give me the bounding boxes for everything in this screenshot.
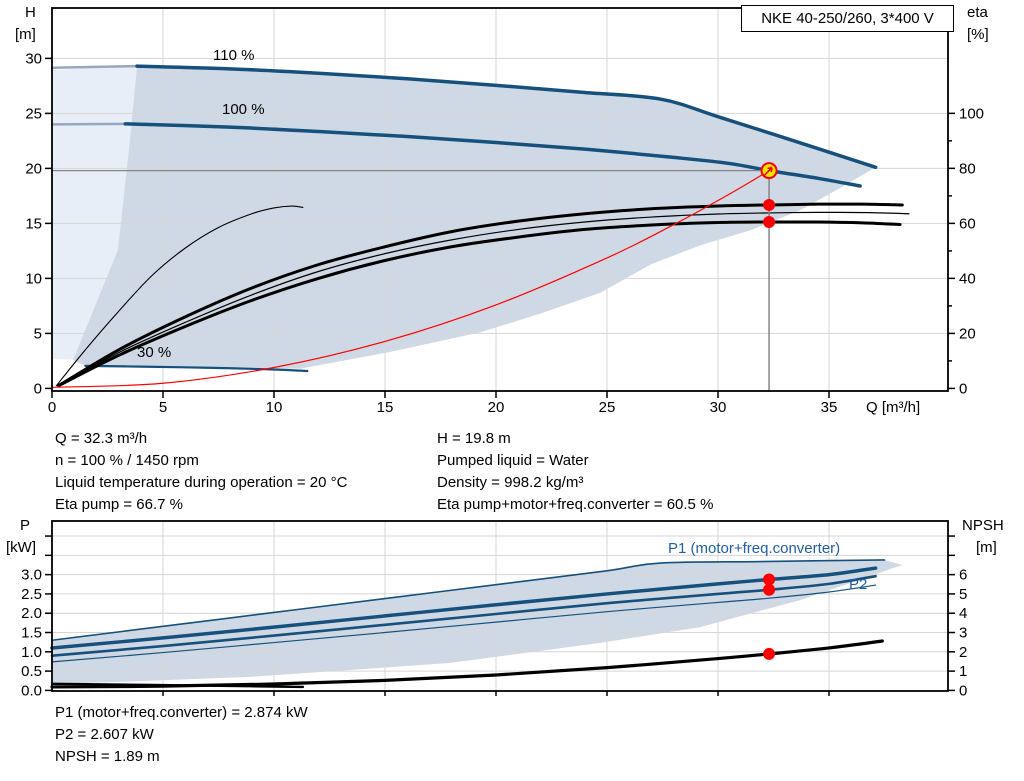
info-eta-pump: Eta pump = 66.7 % <box>55 496 183 513</box>
tick-label: 20 <box>488 399 505 416</box>
tick-label: 2 <box>959 644 967 661</box>
tick-label: 0 <box>959 380 967 397</box>
eta-total-curve <box>57 220 902 388</box>
tick-label: 100 <box>959 105 984 122</box>
info-p2: P2 = 2.607 kW <box>55 726 154 743</box>
p2-curve <box>50 574 877 657</box>
label-100pct: 100 % <box>222 101 265 118</box>
h-axis-title: H <box>25 4 36 21</box>
pump-title-box: NKE 40-250/260, 3*400 V <box>741 5 954 32</box>
tick-label: 0 <box>34 380 42 397</box>
tick-label: 1.5 <box>21 625 42 642</box>
label-30pct: 30 % <box>137 344 172 361</box>
info-p1: P1 (motor+freq.converter) = 2.874 kW <box>55 704 308 721</box>
tick-label: 3 <box>959 625 967 642</box>
info-top-right: H = 19.8 m Pumped liquid = Water Density =… <box>437 428 713 516</box>
p-thin-lower-curve <box>51 584 877 663</box>
tick-label: 35 <box>821 399 838 416</box>
tick-label: 6 <box>959 567 967 584</box>
p1-point <box>763 573 776 586</box>
info-eta-total: Eta pump+motor+freq.converter = 60.5 % <box>437 496 714 513</box>
h-axis-unit: [m] <box>15 26 36 43</box>
tick-label: 15 <box>377 399 394 416</box>
curve-110pct <box>135 64 878 170</box>
tick-label: 5 <box>159 399 167 416</box>
tick-label: 4 <box>959 605 967 622</box>
info-q: Q = 32.3 m³/h <box>55 430 148 447</box>
q-axis-title: Q [m³/h] <box>866 399 921 416</box>
info-h: H = 19.8 m <box>437 430 511 447</box>
eta-total-point <box>763 215 776 228</box>
tick-label: 40 <box>959 270 976 287</box>
tick-label: 2.5 <box>21 586 42 603</box>
tick-label: 80 <box>959 160 976 177</box>
tick-label: 20 <box>25 160 42 177</box>
plot-border <box>51 520 949 692</box>
tick-label: 0.5 <box>21 663 42 680</box>
tick-label: 1 <box>959 663 967 680</box>
pump-title: NKE 40-250/260, 3*400 V <box>761 10 934 27</box>
curve-110pct-lead <box>50 64 139 69</box>
npsh-point <box>763 647 776 660</box>
tick-label: 2.0 <box>21 605 42 622</box>
p-axis-unit: [kW] <box>6 539 36 556</box>
info-density: Density = 998.2 kg/m³ <box>437 474 584 491</box>
tick-label: 0 <box>959 682 967 699</box>
tick-label: 60 <box>959 215 976 232</box>
p1-curve <box>50 566 878 650</box>
npsh-axis-title: NPSH <box>962 517 1004 534</box>
envelope-light <box>52 66 138 360</box>
tick-label: 20 <box>959 325 976 342</box>
tick-label: 25 <box>25 105 42 122</box>
tick-label: 30 <box>25 50 42 67</box>
eta-axis-unit: [%] <box>967 26 989 43</box>
label-p2: P2 <box>849 576 868 593</box>
info-temp: Liquid temperature during operation = 20… <box>55 474 348 491</box>
info-liquid: Pumped liquid = Water <box>437 452 589 469</box>
operating-point-arrow-icon <box>763 166 773 177</box>
eta-axis-title: eta <box>967 4 988 21</box>
p-short-low-curve <box>50 682 305 689</box>
system-curve <box>51 169 770 388</box>
npsh-axis-unit: [m] <box>976 539 997 556</box>
eta-pump-curve <box>57 202 904 388</box>
plot-border <box>51 7 949 392</box>
p-axis-title: P <box>20 517 31 534</box>
power-envelope-top-line <box>51 559 886 642</box>
info-top-left: Q = 32.3 m³/h n = 100 % / 1450 rpm Liquid … <box>55 428 347 516</box>
info-n: n = 100 % / 1450 rpm <box>55 452 199 469</box>
info-npsh: NPSH = 1.89 m <box>55 748 160 765</box>
p2-point <box>763 583 776 596</box>
tick-label: 10 <box>266 399 283 416</box>
tick-label: 3.0 <box>21 567 42 584</box>
tick-label: 10 <box>25 270 42 287</box>
curve-100pct-lead <box>50 122 127 126</box>
eta-mid-thin-curve <box>58 211 910 387</box>
tick-label: 15 <box>25 215 42 232</box>
label-p1: P1 (motor+freq.converter) <box>668 540 841 557</box>
eta-thin-early-curve <box>55 205 304 387</box>
tick-label: 5 <box>34 325 42 342</box>
tick-label: 1.0 <box>21 644 42 661</box>
power-envelope <box>52 559 903 685</box>
curve-30pct <box>84 364 309 373</box>
tick-label: 30 <box>710 399 727 416</box>
tick-label: 5 <box>959 586 967 603</box>
tick-label: 0.0 <box>21 682 42 699</box>
tick-label: 0 <box>48 399 56 416</box>
info-bottom: P1 (motor+freq.converter) = 2.874 kW P2 =… <box>55 702 308 768</box>
tick-label: 25 <box>599 399 616 416</box>
eta-pump-point <box>763 198 776 211</box>
label-110pct: 110 % <box>213 47 255 64</box>
